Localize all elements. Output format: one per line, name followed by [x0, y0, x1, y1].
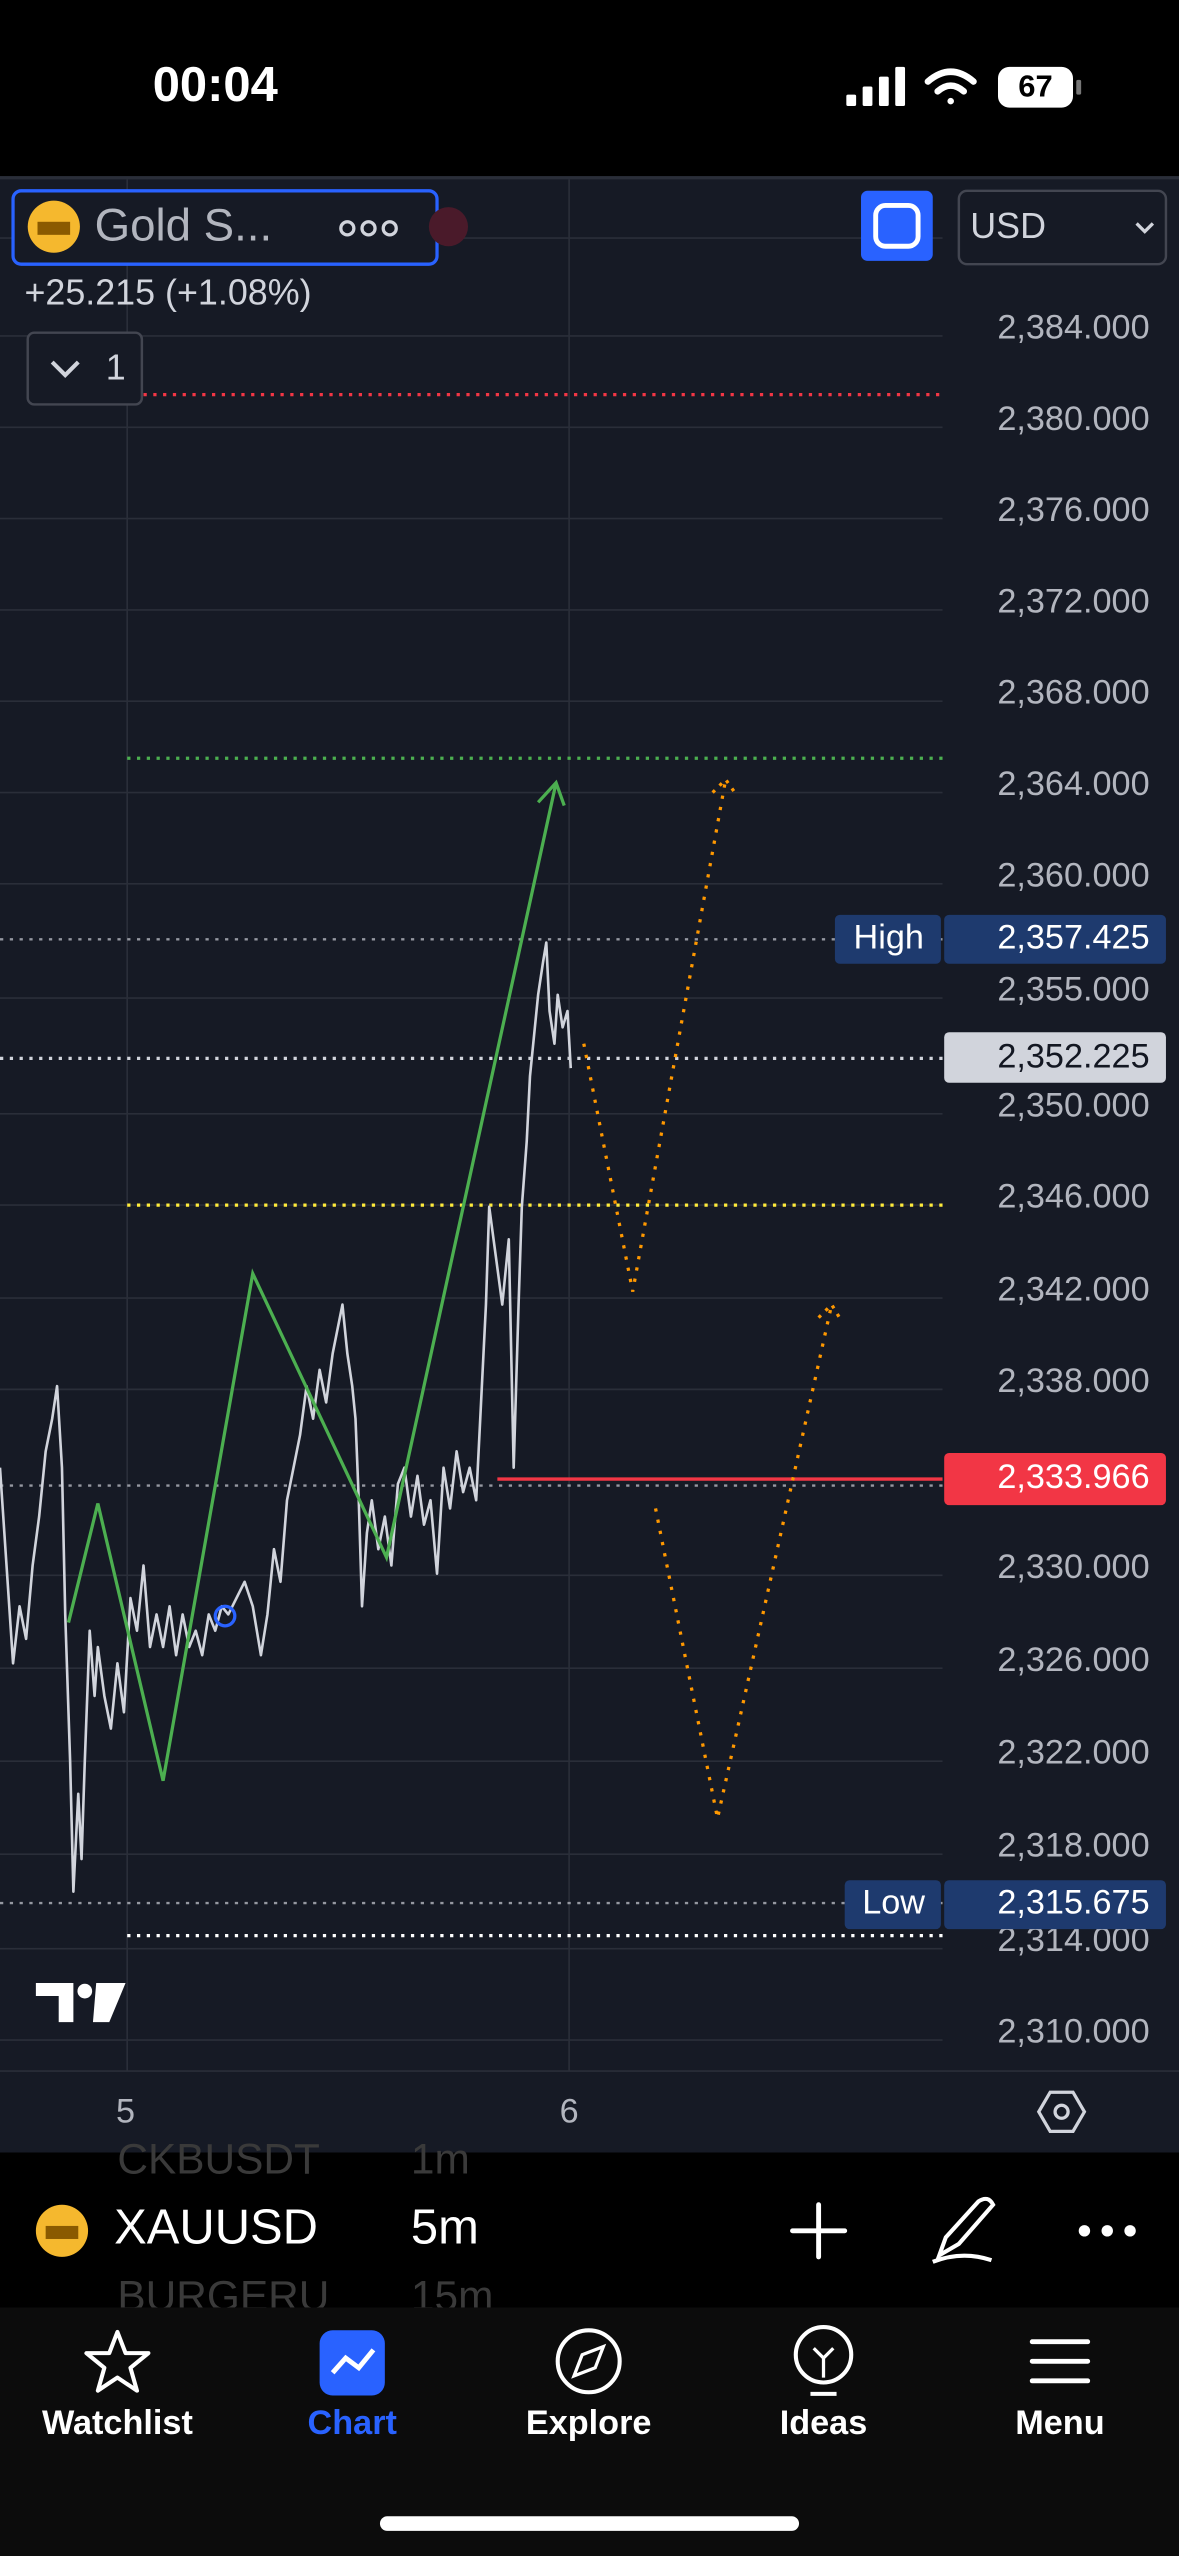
high-value: 2,357.425 — [997, 918, 1149, 956]
prev-symbol: CKBUSDT — [117, 2136, 319, 2183]
explore-icon — [555, 2328, 622, 2395]
tab-label[interactable]: Watchlist — [42, 2404, 193, 2442]
chart-area — [0, 176, 1179, 2153]
status-bar — [0, 0, 1179, 177]
time-label: 6 — [560, 2092, 579, 2130]
chevron — [50, 360, 80, 378]
price-label: 2,360.000 — [997, 856, 1149, 894]
high-tag — [834, 914, 941, 964]
projection-arrow — [817, 1301, 843, 1322]
alert-tag — [944, 1452, 1166, 1506]
currency: USD — [970, 206, 1046, 246]
tab-label[interactable]: Chart — [308, 2404, 397, 2442]
prev-interval: 1m — [411, 2136, 470, 2183]
more-button[interactable] — [1078, 2225, 1136, 2237]
time: 00:04 — [153, 58, 278, 112]
battery — [997, 66, 1074, 108]
grid — [0, 179, 943, 2072]
price-label: 2,350.000 — [997, 1086, 1149, 1124]
fullscreen-icon — [873, 203, 921, 249]
currency-select[interactable] — [957, 189, 1168, 266]
home-indicator — [379, 2516, 800, 2531]
indicator-badge — [428, 207, 469, 247]
price-label: 2,330.000 — [997, 1548, 1149, 1586]
toolbar-interval[interactable]: 5m — [411, 2201, 479, 2255]
projection-path — [582, 779, 728, 1292]
gold-bar — [45, 2225, 79, 2239]
price-label: 2,338.000 — [997, 1362, 1149, 1400]
price-label: 2,318.000 — [997, 1827, 1149, 1865]
price-label: 2,310.000 — [997, 2013, 1149, 2051]
gold-bar — [37, 221, 71, 235]
price-label: 2,380.000 — [997, 400, 1149, 438]
price-label: 2,372.000 — [997, 582, 1149, 620]
price-change: +25.215 (+1.08%) — [24, 273, 311, 313]
ideas-icon — [793, 2324, 854, 2385]
indicator-toggle[interactable] — [26, 331, 144, 406]
indicator-count: 1 — [106, 348, 126, 388]
price-label: 2,368.000 — [997, 674, 1149, 712]
price-label: 2,322.000 — [997, 1734, 1149, 1772]
low-value-tag — [944, 1880, 1166, 1930]
tab-bar — [0, 2307, 1179, 2556]
add-button[interactable] — [790, 2202, 848, 2260]
low-label: Low — [862, 1884, 925, 1922]
low-value: 2,315.675 — [997, 1884, 1149, 1922]
high-label: High — [854, 918, 924, 956]
tab-label[interactable]: Explore — [526, 2404, 652, 2442]
compass-needle — [571, 2343, 607, 2379]
projection-arrow — [711, 776, 739, 797]
symbol-name: Gold S... — [95, 199, 273, 250]
price-label: 2,346.000 — [997, 1178, 1149, 1216]
chevron — [1135, 222, 1155, 234]
chart-icon-line — [330, 2348, 376, 2375]
watchlist-icon — [84, 2329, 151, 2393]
price-label: 2,355.000 — [997, 971, 1149, 1009]
settings-button[interactable] — [1036, 2090, 1087, 2133]
fullscreen-button[interactable] — [861, 190, 933, 261]
high-value-tag — [944, 914, 1166, 964]
signal-icon — [846, 66, 906, 107]
price-label: 2,384.000 — [997, 308, 1149, 346]
price-label: 2,326.000 — [997, 1641, 1149, 1679]
time-label: 5 — [116, 2092, 135, 2130]
alert-value: 2,333.966 — [997, 1458, 1149, 1496]
marker-dot — [213, 1604, 237, 1628]
low-tag — [844, 1880, 941, 1930]
tab-label[interactable]: Ideas — [780, 2404, 868, 2442]
menu-icon — [1029, 2339, 1091, 2384]
price-label: 2,376.000 — [997, 491, 1149, 529]
zigzag-drawing — [66, 782, 558, 1782]
more-dots[interactable] — [339, 220, 398, 237]
toolbar — [0, 2152, 1179, 2308]
projection-path — [653, 1304, 834, 1819]
bulb-filament — [812, 2347, 835, 2378]
tv-logo — [35, 1982, 126, 2023]
battery-level: 67 — [1018, 68, 1052, 103]
price-label: 2,364.000 — [997, 765, 1149, 803]
current-value: 2,352.225 — [997, 1037, 1149, 1075]
zigzag-arrow — [536, 779, 566, 807]
tab-label[interactable]: Menu — [1015, 2404, 1104, 2442]
draw-button[interactable] — [932, 2196, 996, 2264]
tabs: Watchlist Chart Explore Ideas Menu — [42, 2404, 1105, 2442]
settings-icon — [1053, 2103, 1070, 2120]
battery-tip — [1076, 79, 1082, 95]
price-label: 2,342.000 — [997, 1271, 1149, 1309]
toolbar-symbol[interactable]: XAUUSD — [114, 2201, 318, 2255]
current-tag — [944, 1032, 1166, 1083]
wifi-icon — [924, 68, 977, 105]
